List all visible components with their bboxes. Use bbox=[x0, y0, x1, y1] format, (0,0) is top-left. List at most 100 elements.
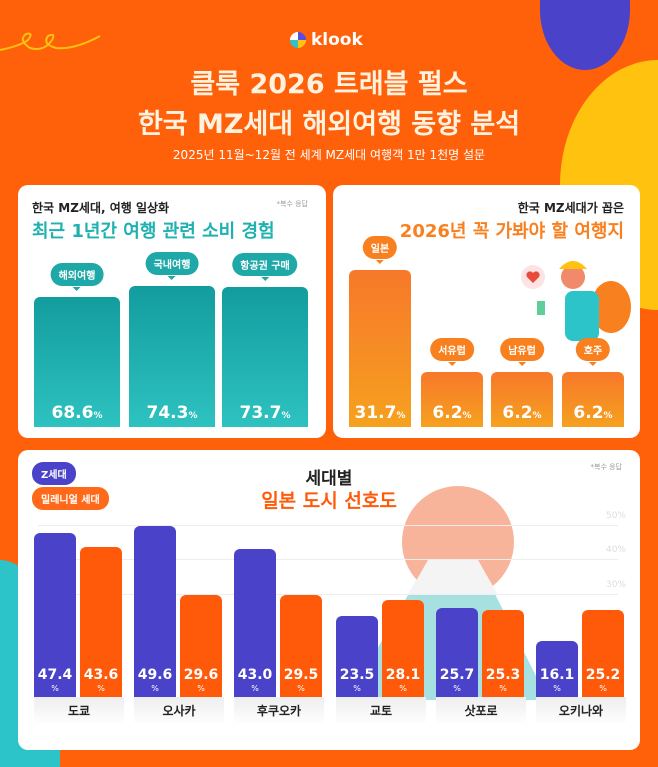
gridline bbox=[38, 559, 618, 560]
value-number: 25.2 bbox=[585, 666, 621, 683]
value-number: 68.6 bbox=[51, 402, 94, 423]
z-gen-bar: 25.7% bbox=[436, 608, 478, 697]
bar-label-pill: 남유럽 bbox=[500, 338, 544, 367]
bar-value: 25.2% bbox=[582, 666, 624, 695]
unit: % bbox=[51, 683, 59, 693]
bar-value: 43.6% bbox=[80, 666, 122, 695]
klook-logo-icon bbox=[290, 32, 306, 48]
unit: % bbox=[553, 683, 561, 693]
bar-value: 47.4% bbox=[34, 668, 76, 695]
value-number: 29.6 bbox=[183, 666, 219, 683]
unit: % bbox=[297, 683, 305, 693]
legend-millennial: 밀레니얼 세대 bbox=[32, 487, 109, 510]
city-label: 도쿄 bbox=[34, 697, 124, 725]
bar-value: 16.1% bbox=[536, 666, 578, 695]
bar-label-pill: 서유럽 bbox=[430, 338, 474, 367]
unit: % bbox=[603, 410, 613, 421]
bar-value: 29.6% bbox=[180, 666, 222, 695]
card1-kicker: 한국 MZ세대, 여행 일상화 bbox=[32, 201, 170, 215]
city-label: 오키나와 bbox=[536, 697, 626, 725]
squiggle-decor-icon bbox=[0, 32, 101, 51]
value-number: 43.6 bbox=[83, 666, 119, 683]
unit: % bbox=[353, 683, 361, 693]
value-number: 6.2 bbox=[573, 402, 604, 423]
value-number: 16.1 bbox=[539, 666, 575, 683]
value-number: 6.2 bbox=[432, 402, 463, 423]
card2-title: 2026년 꼭 가봐야 할 여행지 bbox=[399, 221, 624, 242]
z-gen-bar: 16.1% bbox=[536, 641, 578, 697]
unit: % bbox=[453, 683, 461, 693]
card-travel-spending: 한국 MZ세대, 여행 일상화 *복수 응답 최근 1년간 여행 관련 소비 경… bbox=[18, 185, 326, 438]
bar-value: 23.5% bbox=[336, 666, 378, 695]
bar-value: 6.2% bbox=[491, 403, 553, 423]
bar-value: 25.7% bbox=[436, 666, 478, 695]
z-gen-bar: 49.6% bbox=[134, 525, 176, 697]
gridline bbox=[38, 593, 618, 595]
bar-2: 73.7% bbox=[222, 286, 308, 427]
bar-label-pill: 일본 bbox=[362, 236, 398, 265]
millennial-bar: 25.2% bbox=[582, 610, 624, 697]
unit: % bbox=[532, 410, 542, 421]
value-number: 28.1 bbox=[385, 666, 421, 683]
subtitle: 2025년 11월~12월 전 세계 MZ세대 여행객 1만 1천명 설문 bbox=[172, 148, 486, 162]
millennial-bar: 29.5% bbox=[280, 595, 322, 697]
value-number: 29.5 bbox=[283, 666, 319, 683]
city-label: 교토 bbox=[336, 697, 426, 725]
bar-0: 68.6% bbox=[34, 296, 120, 427]
klook-logo: klook bbox=[290, 30, 363, 50]
millennial-bar: 25.3% bbox=[482, 609, 524, 697]
gridline bbox=[38, 524, 618, 526]
unit: % bbox=[197, 683, 205, 693]
bar-1: 74.3% bbox=[129, 285, 215, 427]
bar-value: 43.0% bbox=[234, 666, 276, 695]
decor-blob-purple bbox=[540, 0, 630, 70]
bar-1: 6.2% bbox=[421, 372, 483, 427]
bar-label-pill: 국내여행 bbox=[145, 251, 199, 280]
bar-label-pill: 호주 bbox=[575, 338, 611, 367]
value-number: 23.5 bbox=[339, 666, 375, 683]
unit: % bbox=[93, 410, 103, 421]
title-line-1: 클룩 2026 트래블 펄스 bbox=[190, 69, 468, 100]
unit: % bbox=[97, 683, 105, 693]
y-tick-label: 50% bbox=[605, 510, 626, 521]
card-japan-cities: Z세대 밀레니얼 세대 세대별 일본 도시 선호도 *복수 응답 30% 40% 5… bbox=[18, 450, 640, 750]
millennial-bar: 29.6% bbox=[180, 594, 222, 697]
bar-label-pill: 항공권 구매 bbox=[232, 252, 298, 281]
card-destinations: 한국 MZ세대가 꼽은 2026년 꼭 가봐야 할 여행지 31.7% 일본 6.2… bbox=[333, 185, 640, 438]
bar-value: 68.6% bbox=[34, 403, 120, 423]
value-number: 49.6 bbox=[137, 666, 173, 683]
millennial-bar: 28.1% bbox=[382, 600, 424, 697]
unit: % bbox=[396, 410, 406, 421]
z-gen-bar: 23.5% bbox=[336, 615, 378, 697]
card1-title: 최근 1년간 여행 관련 소비 경험 bbox=[32, 221, 275, 242]
unit: % bbox=[499, 683, 507, 693]
card2-kicker: 한국 MZ세대가 꼽은 bbox=[517, 201, 624, 215]
city-label: 오사카 bbox=[134, 697, 224, 725]
title-line-2: 한국 MZ세대 해외여행 동향 분석 bbox=[137, 109, 521, 140]
bar-label-pill: 해외여행 bbox=[50, 262, 104, 291]
bar-value: 28.1% bbox=[382, 666, 424, 695]
value-number: 74.3 bbox=[146, 402, 189, 423]
value-number: 25.7 bbox=[439, 666, 475, 683]
z-gen-bar: 43.0% bbox=[234, 548, 276, 697]
card1-note: *복수 응답 bbox=[276, 200, 309, 208]
unit: % bbox=[188, 410, 198, 421]
value-number: 73.7 bbox=[239, 402, 282, 423]
bar-value: 73.7% bbox=[222, 403, 308, 423]
bar-value: 29.5% bbox=[280, 666, 322, 695]
unit: % bbox=[599, 683, 607, 693]
city-label: 후쿠오카 bbox=[234, 697, 324, 725]
y-tick-label: 40% bbox=[605, 545, 626, 555]
value-number: 43.0 bbox=[237, 666, 273, 683]
bar-3: 6.2% bbox=[562, 372, 624, 427]
card3-kicker: 세대별 bbox=[305, 469, 353, 489]
legend-z-gen: Z세대 bbox=[32, 462, 76, 485]
value-number: 31.7 bbox=[354, 402, 397, 423]
value-number: 25.3 bbox=[485, 666, 521, 683]
bar-value: 31.7% bbox=[349, 403, 411, 423]
unit: % bbox=[251, 683, 259, 693]
unit: % bbox=[281, 410, 291, 421]
bar-0: 31.7% bbox=[349, 270, 411, 427]
city-label: 삿포로 bbox=[436, 697, 526, 725]
bar-value: 74.3% bbox=[129, 403, 215, 423]
